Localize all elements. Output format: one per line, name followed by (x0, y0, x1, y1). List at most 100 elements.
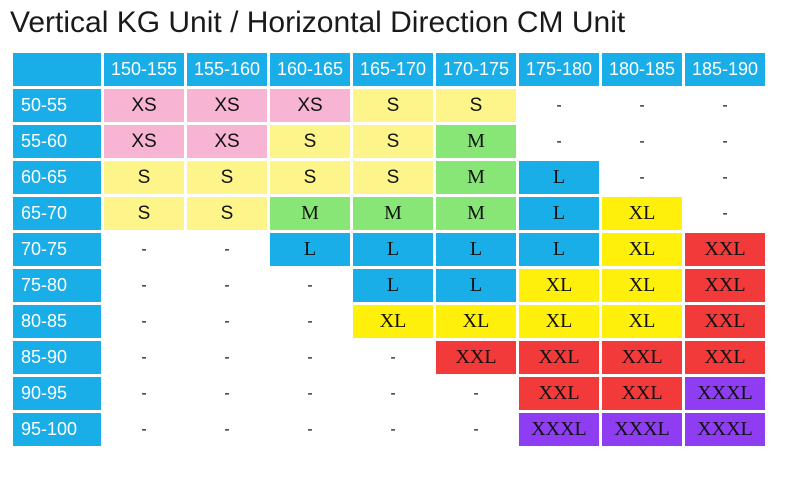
size-cell: M (436, 125, 516, 158)
size-cell: - (187, 341, 267, 374)
size-cell: L (519, 161, 599, 194)
size-cell: XXL (519, 377, 599, 410)
size-cell: - (436, 413, 516, 446)
size-cell: - (187, 413, 267, 446)
size-cell: - (602, 161, 682, 194)
size-cell: XS (187, 89, 267, 122)
column-header: 185-190 (685, 53, 765, 86)
row-header: 70-75 (13, 233, 101, 266)
size-cell: L (519, 197, 599, 230)
size-cell: XXL (685, 305, 765, 338)
size-cell: - (104, 233, 184, 266)
column-header: 160-165 (270, 53, 350, 86)
size-cell: XL (602, 305, 682, 338)
column-header: 180-185 (602, 53, 682, 86)
size-cell: - (353, 377, 433, 410)
row-header: 50-55 (13, 89, 101, 122)
size-chart-table: 150-155 155-160 160-165 165-170 170-175 … (10, 50, 768, 449)
column-header: 170-175 (436, 53, 516, 86)
table-row: 55-60 XS XS S S M - - - (13, 125, 765, 158)
row-header: 80-85 (13, 305, 101, 338)
header-row: 150-155 155-160 160-165 165-170 170-175 … (13, 53, 765, 86)
corner-cell (13, 53, 101, 86)
size-cell: - (519, 89, 599, 122)
size-cell: - (104, 377, 184, 410)
size-cell: - (270, 413, 350, 446)
size-cell: - (104, 413, 184, 446)
size-cell: XXL (685, 269, 765, 302)
size-cell: XXL (602, 341, 682, 374)
row-header: 65-70 (13, 197, 101, 230)
size-cell: XL (519, 269, 599, 302)
size-cell: XS (187, 125, 267, 158)
size-cell: M (436, 161, 516, 194)
size-cell: - (270, 377, 350, 410)
size-cell: XL (353, 305, 433, 338)
size-cell: XXL (602, 377, 682, 410)
size-cell: - (353, 413, 433, 446)
size-cell: XL (602, 269, 682, 302)
size-cell: - (436, 377, 516, 410)
size-cell: S (187, 197, 267, 230)
size-cell: - (270, 269, 350, 302)
size-cell: - (104, 341, 184, 374)
table-row: 65-70 S S M M M L XL - (13, 197, 765, 230)
size-cell: - (187, 233, 267, 266)
size-cell: XL (436, 305, 516, 338)
size-cell: L (353, 269, 433, 302)
page-title: Vertical KG Unit / Horizontal Direction … (10, 6, 626, 39)
size-cell: L (353, 233, 433, 266)
size-cell: XL (519, 305, 599, 338)
size-cell: XXL (685, 233, 765, 266)
size-cell: M (353, 197, 433, 230)
table-row: 95-100 - - - - - XXXL XXXL XXXL (13, 413, 765, 446)
table-row: 50-55 XS XS XS S S - - - (13, 89, 765, 122)
size-cell: L (270, 233, 350, 266)
size-cell: XS (270, 89, 350, 122)
size-cell: XS (104, 125, 184, 158)
size-cell: XL (602, 233, 682, 266)
size-cell: XXL (436, 341, 516, 374)
size-cell: XL (602, 197, 682, 230)
size-cell: S (187, 161, 267, 194)
size-cell: - (187, 269, 267, 302)
size-cell: - (685, 161, 765, 194)
size-cell: XXXL (602, 413, 682, 446)
column-header: 165-170 (353, 53, 433, 86)
size-cell: XS (104, 89, 184, 122)
size-cell: - (685, 89, 765, 122)
size-cell: XXL (685, 341, 765, 374)
size-cell: - (187, 305, 267, 338)
size-cell: L (436, 269, 516, 302)
size-cell: XXL (519, 341, 599, 374)
table-row: 90-95 - - - - - XXL XXL XXXL (13, 377, 765, 410)
row-header: 60-65 (13, 161, 101, 194)
column-header: 155-160 (187, 53, 267, 86)
row-header: 95-100 (13, 413, 101, 446)
size-cell: - (602, 125, 682, 158)
size-cell: S (270, 125, 350, 158)
size-cell: M (436, 197, 516, 230)
table-row: 75-80 - - - L L XL XL XXL (13, 269, 765, 302)
size-cell: - (104, 269, 184, 302)
row-header: 85-90 (13, 341, 101, 374)
size-cell: - (270, 341, 350, 374)
size-cell: - (685, 197, 765, 230)
table-row: 80-85 - - - XL XL XL XL XXL (13, 305, 765, 338)
size-cell: - (104, 305, 184, 338)
size-cell: L (519, 233, 599, 266)
size-cell: XXXL (519, 413, 599, 446)
size-cell: S (353, 161, 433, 194)
size-cell: S (436, 89, 516, 122)
size-cell: - (685, 125, 765, 158)
row-header: 90-95 (13, 377, 101, 410)
size-cell: XXXL (685, 413, 765, 446)
table-row: 85-90 - - - - XXL XXL XXL XXL (13, 341, 765, 374)
size-cell: - (353, 341, 433, 374)
size-cell: - (187, 377, 267, 410)
table-row: 70-75 - - L L L L XL XXL (13, 233, 765, 266)
size-cell: - (519, 125, 599, 158)
size-cell: XXXL (685, 377, 765, 410)
size-cell: S (353, 125, 433, 158)
size-cell: - (602, 89, 682, 122)
